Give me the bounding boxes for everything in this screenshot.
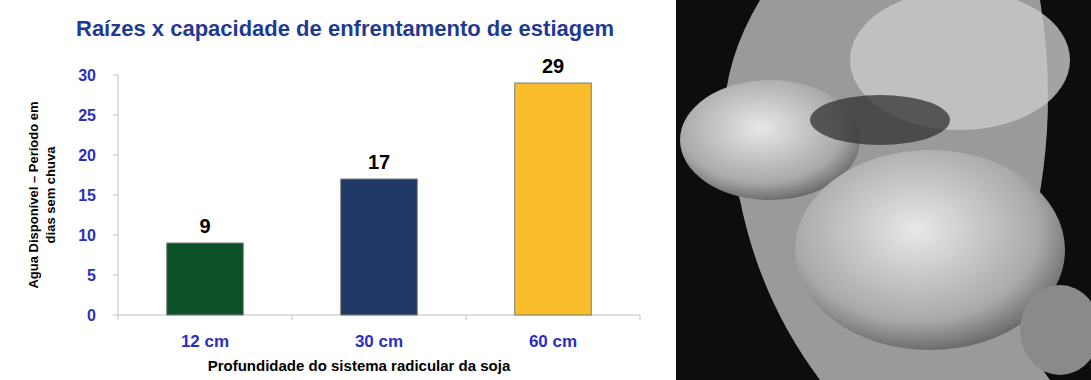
photo-nodule [1020, 285, 1091, 375]
photo-shadow [810, 95, 950, 145]
data-label: 29 [542, 55, 564, 77]
y-tick-label: 25 [78, 107, 96, 124]
y-axis [118, 75, 119, 315]
x-tick [466, 315, 467, 320]
data-label: 17 [368, 151, 390, 173]
y-tick-label: 30 [78, 67, 96, 84]
x-tick-label: 30 cm [355, 332, 403, 351]
y-tick [113, 275, 118, 276]
y-tick-label: 10 [78, 227, 96, 244]
y-tick [113, 115, 118, 116]
x-tick [640, 315, 641, 320]
bar [341, 179, 418, 315]
y-axis-label-line: Agua Disponível – Período em [26, 101, 41, 288]
x-tick-label: 12 cm [181, 332, 229, 351]
bar [167, 243, 244, 315]
photo [676, 0, 1091, 380]
x-tick [292, 315, 293, 320]
x-tick [118, 315, 119, 320]
y-tick [113, 75, 118, 76]
y-tick-label: 15 [78, 187, 96, 204]
y-tick-label: 5 [87, 267, 96, 284]
y-tick [113, 195, 118, 196]
x-axis-label: Profundidade do sistema radicular da soj… [208, 357, 511, 374]
y-tick [113, 155, 118, 156]
title: Raízes x capacidade de enfrentamento de … [76, 16, 614, 41]
bar [515, 83, 592, 315]
data-label: 9 [199, 215, 210, 237]
y-axis-label-line: dias sem chuva [43, 146, 58, 244]
y-axis-label: Agua Disponível – Período emdias sem chu… [26, 101, 58, 288]
y-tick-label: 0 [87, 307, 96, 324]
y-tick-label: 20 [78, 147, 96, 164]
x-tick-label: 60 cm [529, 332, 577, 351]
y-tick [113, 315, 118, 316]
y-tick [113, 235, 118, 236]
chart-root: Raízes x capacidade de enfrentamento de … [0, 0, 1091, 380]
